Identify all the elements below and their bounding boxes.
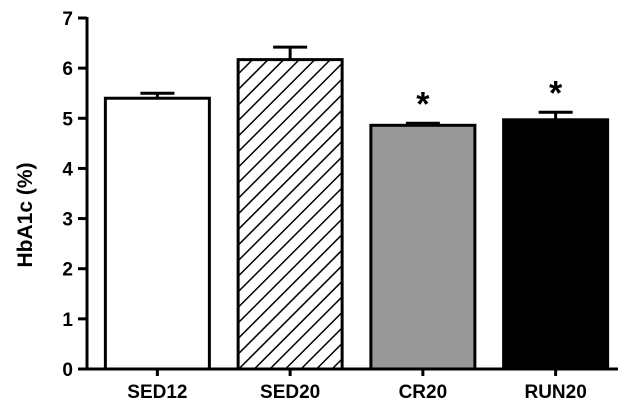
y-tick-label-0: 0: [62, 360, 73, 381]
x-tick-label-run20: RUN20: [524, 382, 586, 403]
x-tick-label-sed20: SED20: [260, 382, 320, 403]
bar-sed20: [236, 58, 344, 371]
x-tick-label-cr20: CR20: [399, 382, 448, 403]
bar-sed12: [103, 96, 211, 371]
axes-layer: SED12 SED20 CR20 RUN20 0 1 2 3 4 5 6 7: [62, 9, 618, 403]
bar-cr20: [369, 123, 477, 371]
y-tick-label-4: 4: [62, 159, 73, 180]
bars-layer: * *: [103, 45, 610, 371]
y-tick-label-7: 7: [62, 9, 73, 30]
y-tick-label-6: 6: [62, 59, 73, 80]
bar-run20: [502, 118, 610, 371]
y-tick-label-2: 2: [62, 260, 73, 281]
y-tick-label-5: 5: [62, 109, 73, 130]
y-tick-label-3: 3: [62, 210, 73, 231]
significance-marker-run20: *: [549, 74, 563, 112]
y-axis-label: HbA1c (%): [14, 162, 37, 267]
y-tick-label-1: 1: [62, 310, 73, 331]
x-tick-label-sed12: SED12: [127, 382, 187, 403]
significance-marker-cr20: *: [416, 85, 430, 123]
